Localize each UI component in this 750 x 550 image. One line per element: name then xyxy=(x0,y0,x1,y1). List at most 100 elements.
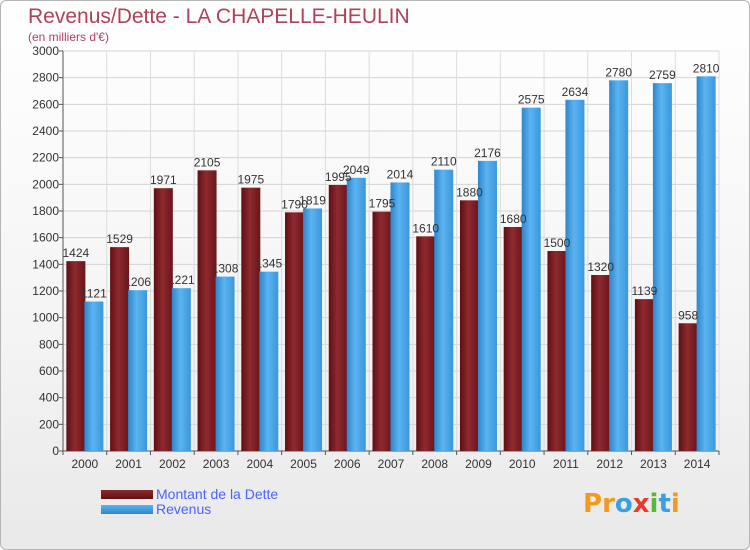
x-tick-label: 2008 xyxy=(421,457,448,471)
data-label-revenus: 1308 xyxy=(212,262,239,276)
data-label-dette: 2105 xyxy=(194,155,221,169)
x-tick-label: 2005 xyxy=(290,457,317,471)
bar-dette xyxy=(547,251,567,451)
bar-revenus xyxy=(128,290,148,451)
data-label-revenus: 2810 xyxy=(693,61,720,75)
logo-letter: i xyxy=(649,489,659,519)
chart-subtitle: (en milliers d'€) xyxy=(28,30,109,44)
y-tick-label: 1000 xyxy=(32,311,59,325)
bar-dette xyxy=(110,247,130,451)
x-tick-label: 2011 xyxy=(553,457,579,471)
data-labels: 1424 1529 1971 2105 1975 1790 1995 1795 1610 1880… xyxy=(63,61,720,322)
data-label-revenus: 1206 xyxy=(124,275,151,289)
data-label-dette: 1680 xyxy=(500,212,527,226)
bar-revenus xyxy=(303,208,323,451)
y-tick-label: 1600 xyxy=(32,231,59,245)
bars xyxy=(66,76,716,452)
legend-swatch-revenus xyxy=(101,505,153,514)
data-label-revenus: 1345 xyxy=(255,257,282,271)
bar-dette xyxy=(416,236,436,451)
data-label-dette: 1975 xyxy=(237,173,264,187)
data-label-dette: 958 xyxy=(678,308,698,322)
bar-dette xyxy=(197,170,217,452)
y-tick-label: 1800 xyxy=(32,204,59,218)
x-tick-label: 2002 xyxy=(159,457,186,471)
bar-revenus xyxy=(521,107,541,452)
logo-letter: x xyxy=(632,489,650,519)
legend-label-revenus: Revenus xyxy=(156,501,212,517)
y-tick-label: 2800 xyxy=(32,71,59,85)
chart-title: Revenus/Dette - LA CHAPELLE-HEULIN xyxy=(28,5,410,28)
data-label-dette: 1139 xyxy=(631,284,657,298)
data-label-revenus: 2176 xyxy=(474,146,501,160)
bar-revenus xyxy=(434,169,454,451)
logo-letter: P xyxy=(583,489,603,519)
bar-revenus xyxy=(259,271,279,451)
data-label-dette: 1320 xyxy=(587,260,614,274)
data-label-revenus: 2634 xyxy=(562,85,589,99)
legend-swatch-dette xyxy=(101,490,153,499)
bar-revenus xyxy=(565,99,585,452)
x-tick-label: 2010 xyxy=(509,457,536,471)
bar-dette xyxy=(285,212,305,451)
y-tick-label: 2000 xyxy=(32,177,59,191)
y-tick-label: 400 xyxy=(39,391,59,405)
x-tick-label: 2006 xyxy=(334,457,361,471)
bar-dette xyxy=(328,185,348,451)
x-tick-label: 2001 xyxy=(115,457,142,471)
bar-revenus xyxy=(696,76,716,451)
bar-dette xyxy=(241,187,261,451)
y-tick-label: 2400 xyxy=(32,124,59,138)
bar-revenus xyxy=(609,80,629,451)
y-tick-label: 800 xyxy=(39,337,59,351)
x-tick-label: 2007 xyxy=(378,457,405,471)
y-tick-label: 600 xyxy=(39,364,59,378)
y-tick-label: 2200 xyxy=(32,151,59,165)
bar-dette xyxy=(634,299,654,451)
data-label-revenus: 2759 xyxy=(649,68,676,82)
data-label-dette: 1995 xyxy=(325,170,352,184)
data-label-revenus: 1221 xyxy=(168,273,195,287)
data-label-dette: 1790 xyxy=(281,197,308,211)
data-label-dette: 1971 xyxy=(150,173,177,187)
y-tick-label: 1200 xyxy=(32,284,59,298)
data-label-revenus: 2014 xyxy=(387,167,414,181)
bar-dette xyxy=(591,275,611,451)
logo-letter: o xyxy=(614,489,633,519)
bar-revenus xyxy=(84,301,104,451)
logo-letter: r xyxy=(602,489,615,519)
x-tick-label: 2003 xyxy=(203,457,230,471)
data-label-dette: 1424 xyxy=(63,246,90,260)
data-label-dette: 1880 xyxy=(456,185,483,199)
logo-letter: i xyxy=(670,489,680,519)
bar-dette xyxy=(678,323,698,451)
bar-dette xyxy=(66,261,86,451)
bar-dette xyxy=(372,211,392,451)
bar-revenus xyxy=(477,160,497,451)
y-tick-label: 2600 xyxy=(32,97,59,111)
y-tick-label: 3000 xyxy=(32,44,59,58)
bar-revenus xyxy=(171,288,191,451)
bar-revenus xyxy=(652,83,672,451)
bar-revenus xyxy=(215,276,235,451)
data-label-dette: 1610 xyxy=(412,221,439,235)
data-label-dette: 1500 xyxy=(544,236,571,250)
y-tick-label: 0 xyxy=(52,444,59,458)
y-tick-label: 1400 xyxy=(32,257,59,271)
legend-label-dette: Montant de la Dette xyxy=(156,486,279,502)
data-label-revenus: 2049 xyxy=(343,163,370,177)
logo-letter: t xyxy=(658,489,671,519)
data-label-dette: 1795 xyxy=(369,197,396,211)
y-tick-label: 200 xyxy=(39,417,59,431)
bar-revenus xyxy=(346,177,366,452)
data-label-revenus: 1819 xyxy=(299,193,326,207)
x-tick-label: 2014 xyxy=(684,457,711,471)
bar-dette xyxy=(459,200,479,451)
x-tick-label: 2009 xyxy=(465,457,492,471)
x-tick-label: 2004 xyxy=(246,457,273,471)
bar-dette xyxy=(503,227,523,451)
x-tick-label: 2000 xyxy=(72,457,99,471)
data-label-revenus: 2110 xyxy=(431,155,457,169)
